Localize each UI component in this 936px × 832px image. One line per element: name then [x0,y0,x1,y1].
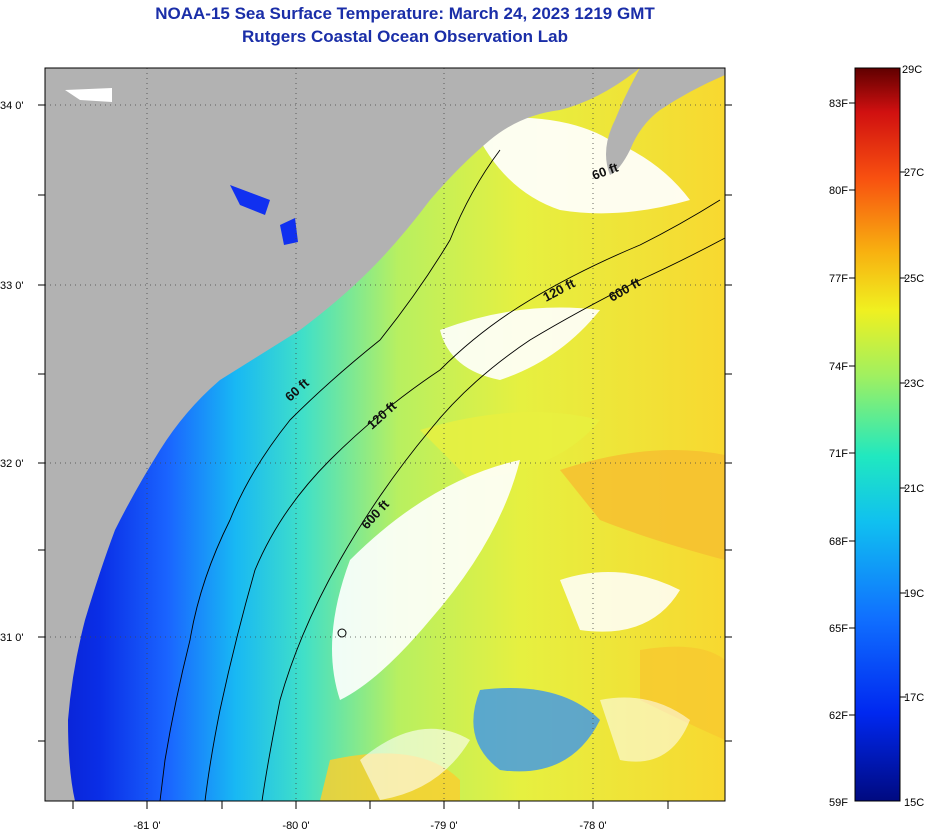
graticule [45,68,725,801]
colorbar-c-label: 29C [902,64,922,76]
map-title: NOAA-15 Sea Surface Temperature: March 2… [155,4,655,23]
colorbar-c-label: 17C [904,692,924,704]
cloud-mask [440,307,600,380]
colorbar-f-label: 77F [829,273,848,285]
colorbar-f-label: 68F [829,536,848,548]
lon-label: -79 0' [430,820,457,832]
cloud-mask [600,697,690,762]
cloud-mask [470,117,690,214]
lat-label: 31 0' [0,632,24,644]
colorbar-c-label: 19C [904,588,924,600]
contour-120ft [204,199,721,801]
lat-label: 33 0' [0,280,24,292]
cloud-mask [332,460,520,700]
inland-water [230,185,270,215]
inland-water [65,88,112,102]
lon-label: -78 0' [579,820,606,832]
cloud-mask [360,728,470,800]
colorbar-f-label: 74F [829,361,848,373]
colorbar-frame [854,67,901,802]
inland-water [280,218,298,245]
colorbar-c-label: 25C [904,273,924,285]
map-ticks [38,104,732,809]
warm-water-patch [560,450,725,560]
colorbar-c-label: 23C [904,378,924,390]
colorbar-f-label: 59F [829,797,848,809]
map-subtitle: Rutgers Coastal Ocean Observation Lab [242,27,568,46]
lon-label: -81 0' [133,820,160,832]
contour-60ft [159,149,501,801]
colorbar [855,68,900,801]
contour-600ft [261,237,725,801]
colorbar-c-label: 27C [904,167,924,179]
cloud-mask [560,572,680,632]
colorbar-c-label: 21C [904,483,924,495]
contour-island [337,628,347,638]
lon-label: -80 0' [282,820,309,832]
land-area [606,68,725,175]
depth-contours [159,149,725,801]
lat-label: 32 0' [0,458,24,470]
lat-label: 34 0' [0,100,24,112]
colorbar-f-label: 80F [829,185,848,197]
colorbar-c-label: 15C [904,797,924,809]
colorbar-f-label: 65F [829,623,848,635]
map-frame [44,67,726,802]
colorbar-f-label: 83F [829,98,848,110]
colorbar-f-label: 71F [829,448,848,460]
warm-water-patch [640,646,725,740]
colorbar-f-label: 62F [829,710,848,722]
land-area [45,68,640,801]
colorbar-ticks [849,102,906,716]
cool-water-patch [473,688,600,772]
